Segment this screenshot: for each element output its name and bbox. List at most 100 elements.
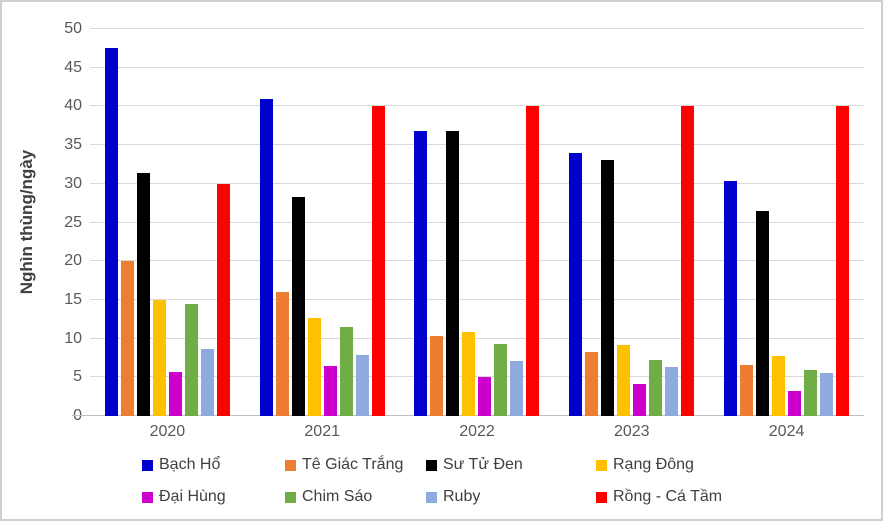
legend-label: Rồng - Cá Tầm (613, 488, 723, 505)
legend-label: Tê Giác Trắng (302, 456, 404, 473)
y-tick-25: 25 (64, 213, 82, 231)
legend-item: Rồng - Cá Tầm (596, 487, 722, 507)
bar-2023 (633, 384, 647, 416)
legend-label: Rạng Đông (613, 456, 694, 473)
y-tick-5: 5 (73, 368, 82, 386)
legend-item: Tê Giác Trắng (285, 455, 403, 475)
bar-2023 (665, 367, 679, 416)
bar-2022 (510, 361, 524, 416)
legend-swatch-icon (596, 459, 607, 471)
gridline-20 (90, 260, 864, 262)
bar-2020 (200, 348, 214, 416)
bar-group-2022 (400, 29, 555, 416)
bar-group-2020 (90, 29, 245, 416)
legend-swatch-icon (285, 491, 296, 503)
bar-2021 (307, 318, 321, 416)
y-tick-10: 10 (64, 329, 82, 347)
bar-2022 (478, 376, 492, 416)
bar-2022 (494, 344, 508, 416)
bar-2024 (724, 180, 738, 416)
legend-item: Chim Sáo (285, 487, 372, 507)
x-axis-label-2023: 2023 (613, 423, 650, 440)
gridline-10 (90, 337, 864, 339)
legend-label: Đại Hùng (159, 488, 226, 505)
x-axis-label-2024: 2024 (768, 423, 805, 440)
bar-2020 (120, 261, 134, 416)
gridline-45 (90, 66, 864, 68)
legend-swatch-icon (596, 491, 607, 503)
bar-2021 (275, 292, 289, 416)
legend-item: Rạng Đông (596, 455, 694, 475)
y-tick-35: 35 (64, 136, 82, 154)
legend-swatch-icon (142, 459, 153, 471)
x-axis-labels: 2020 2021 2022 2023 2024 (90, 423, 864, 441)
bar-2021 (259, 98, 273, 416)
gridline-40 (90, 105, 864, 107)
legend-swatch-icon (426, 491, 437, 503)
bar-2024 (756, 210, 770, 416)
y-tick-40: 40 (64, 97, 82, 115)
legend-item: Sư Tử Đen (426, 455, 523, 475)
bar-group-2021 (245, 29, 400, 416)
y-tick-15: 15 (64, 290, 82, 308)
y-tick-0: 0 (32, 406, 82, 426)
bar-2020 (184, 303, 198, 416)
x-axis-label-2020: 2020 (149, 423, 186, 440)
legend-swatch-icon (285, 459, 296, 471)
y-axis-tick-labels: 0 5 10 15 20 25 30 35 40 45 50 (32, 20, 82, 424)
gridline-50 (90, 28, 864, 29)
bar-2022 (526, 106, 540, 416)
y-tick-50: 50 (64, 20, 82, 37)
bar-2020 (152, 299, 166, 416)
gridline-25 (90, 221, 864, 223)
bar-2024 (836, 106, 850, 416)
bar-2024 (788, 391, 802, 416)
legend-label: Sư Tử Đen (443, 456, 523, 473)
legend-item: Đại Hùng (142, 487, 226, 507)
legend-label: Bạch Hổ (159, 456, 221, 473)
y-tick-20: 20 (64, 252, 82, 270)
bar-group-2023 (554, 29, 709, 416)
bar-2023 (601, 159, 615, 416)
bar-2021 (371, 106, 385, 416)
gridline-30 (90, 182, 864, 184)
bar-2020 (168, 371, 182, 416)
bar-2022 (446, 131, 460, 416)
bar-2023 (569, 152, 583, 416)
bar-2021 (323, 366, 337, 416)
bar-2021 (291, 196, 305, 416)
x-axis-label-2022: 2022 (459, 423, 495, 440)
gridline-35 (90, 144, 864, 146)
bar-group-2024 (709, 29, 864, 416)
bar-2020 (104, 48, 118, 416)
y-tick-45: 45 (64, 58, 82, 76)
bar-2022 (430, 336, 444, 416)
legend-label: Ruby (443, 488, 481, 505)
bar-2020 (216, 183, 230, 416)
bar-2023 (649, 359, 663, 416)
legend-swatch-icon (142, 491, 153, 503)
x-axis-label-2021: 2021 (304, 423, 340, 440)
bar-2022 (414, 131, 428, 416)
bar-2022 (462, 332, 476, 416)
plot-area (72, 28, 864, 416)
bar-2024 (820, 372, 834, 416)
bar-2024 (740, 364, 754, 416)
bar-2021 (339, 327, 353, 416)
bar-2023 (617, 344, 631, 416)
legend-item: Bạch Hổ (142, 455, 220, 475)
bar-2024 (804, 370, 818, 416)
bar-2023 (681, 106, 695, 416)
legend-item: Ruby (426, 487, 480, 507)
bar-2021 (355, 354, 369, 416)
gridline-15 (90, 298, 864, 300)
bar-2023 (585, 351, 599, 416)
y-tick-30: 30 (64, 174, 82, 192)
legend-swatch-icon (426, 459, 437, 471)
legend-label: Chim Sáo (302, 488, 373, 505)
bar-2020 (136, 172, 150, 416)
bar-2024 (772, 355, 786, 416)
bar-groups (90, 29, 864, 416)
gridline-5 (90, 376, 864, 378)
